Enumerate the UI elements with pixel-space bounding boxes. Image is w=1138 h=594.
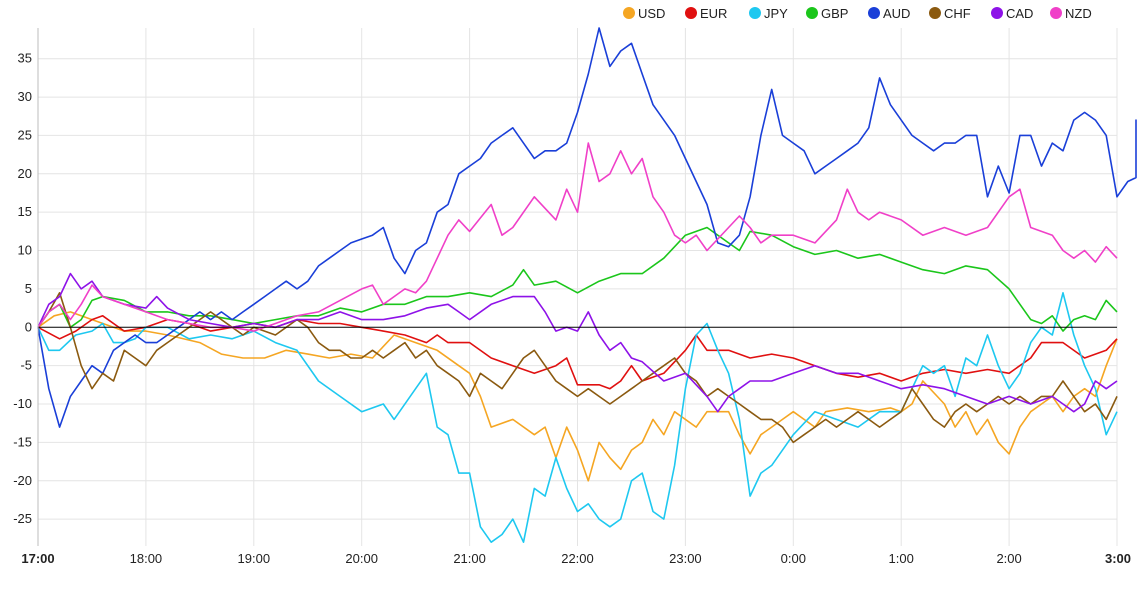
- x-tick-label: 23:00: [669, 551, 702, 566]
- legend-label: NZD: [1065, 6, 1092, 21]
- legend-item-chf[interactable]: CHF: [929, 6, 971, 21]
- series-line-chf: [37, 292, 1118, 444]
- legend-label: USD: [638, 6, 665, 21]
- y-tick-label: -5: [20, 358, 32, 373]
- y-tick-label: -15: [13, 434, 32, 449]
- legend-item-eur[interactable]: EUR: [685, 6, 727, 21]
- legend-label: GBP: [821, 6, 848, 21]
- y-tick-label: -25: [13, 511, 32, 526]
- y-tick-label: 20: [18, 166, 32, 181]
- legend-item-cad[interactable]: CAD: [991, 6, 1033, 21]
- series-line-nzd: [37, 142, 1118, 332]
- axes: 35 30 25 20 15 10 5 0 -5 -10 -15 -20 -25 17:00 18:00 19…: [13, 28, 1131, 566]
- legend-label: CHF: [944, 6, 971, 21]
- legend-swatch: [623, 7, 635, 19]
- y-tick-label: 5: [25, 281, 32, 296]
- y-tick-label: -10: [13, 396, 32, 411]
- y-tick-label: 25: [18, 127, 32, 142]
- y-tick-label: 35: [18, 51, 32, 66]
- y-tick-label: -20: [13, 473, 32, 488]
- x-tick-label: 17:00: [21, 551, 54, 566]
- series-line-aud: [37, 27, 1137, 428]
- legend-swatch: [1050, 7, 1062, 19]
- series-line-gbp: [37, 226, 1118, 332]
- legend-item-nzd[interactable]: NZD: [1050, 6, 1092, 21]
- legend-label: AUD: [883, 6, 910, 21]
- legend-swatch: [929, 7, 941, 19]
- series-line-eur: [37, 315, 1118, 390]
- legend-swatch: [991, 7, 1003, 19]
- legend-item-jpy[interactable]: JPY: [749, 6, 788, 21]
- x-tick-label: 19:00: [238, 551, 271, 566]
- x-tick-label: 1:00: [889, 551, 914, 566]
- legend-swatch: [806, 7, 818, 19]
- x-tick-label: 3:00: [1105, 551, 1131, 566]
- x-tick-label: 20:00: [345, 551, 378, 566]
- x-tick-label: 22:00: [561, 551, 594, 566]
- legend-swatch: [749, 7, 761, 19]
- x-tick-label: 2:00: [996, 551, 1021, 566]
- legend-label: JPY: [764, 6, 788, 21]
- legend-item-gbp[interactable]: GBP: [806, 6, 848, 21]
- legend-swatch: [868, 7, 880, 19]
- legend-item-usd[interactable]: USD: [623, 6, 665, 21]
- legend-swatch: [685, 7, 697, 19]
- y-tick-label: 30: [18, 89, 32, 104]
- x-tick-label: 21:00: [453, 551, 486, 566]
- y-tick-label: 15: [18, 204, 32, 219]
- x-tick-label: 18:00: [130, 551, 163, 566]
- grid: [37, 28, 1118, 546]
- series-layer: [37, 27, 1137, 543]
- legend-label: EUR: [700, 6, 727, 21]
- legend-label: CAD: [1006, 6, 1033, 21]
- legend[interactable]: USD EUR JPY GBP AUD CHF CAD NZD: [623, 6, 1092, 21]
- series-line-usd: [37, 311, 1118, 482]
- y-tick-label: 0: [25, 319, 32, 334]
- y-tick-label: 10: [18, 243, 32, 258]
- series-line-cad: [37, 272, 1118, 413]
- legend-item-aud[interactable]: AUD: [868, 6, 910, 21]
- x-tick-label: 0:00: [781, 551, 806, 566]
